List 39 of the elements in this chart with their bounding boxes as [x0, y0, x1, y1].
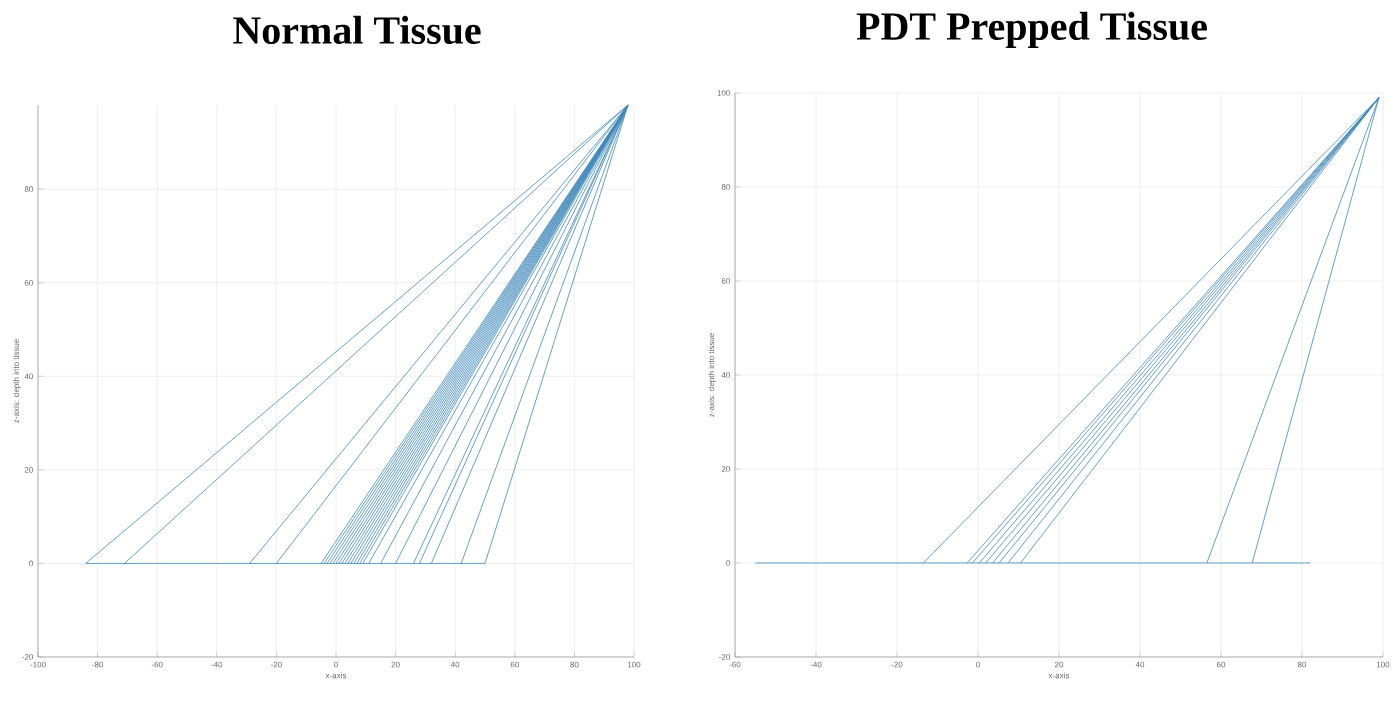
x-tick-label: -20 [891, 661, 903, 668]
y-tick-label: 80 [24, 186, 33, 193]
x-tick-label: 80 [1297, 661, 1307, 668]
x-tick-label: 40 [1135, 661, 1145, 668]
x-tick-label: 100 [627, 661, 641, 668]
x-tick-label: 60 [1216, 661, 1226, 668]
x-tick-label: -40 [211, 661, 223, 668]
x-tick-label: 60 [510, 661, 519, 668]
y-tick-label: 60 [721, 278, 730, 284]
y-tick-label: 0 [726, 560, 730, 566]
x-axis-title: x-axis [1048, 672, 1070, 679]
y-tick-label: 0 [29, 560, 33, 567]
x-tick-label: -60 [729, 661, 741, 668]
x-tick-label: -40 [810, 661, 822, 668]
x-tick-label: -20 [270, 661, 282, 668]
x-tick-label: -60 [151, 661, 163, 668]
y-axis-title: z-axis: depth into tissue [708, 333, 716, 417]
x-tick-label: 20 [391, 661, 400, 668]
y-tick-label: 20 [721, 466, 730, 472]
y-tick-label: -20 [719, 654, 730, 660]
y-tick-label: 20 [24, 467, 33, 473]
y-tick-label: -20 [22, 654, 33, 660]
chart-title: Normal Tissue [233, 15, 481, 45]
y-tick-label: 80 [721, 184, 730, 190]
x-tick-label: 0 [334, 661, 338, 668]
x-tick-label: 100 [1376, 661, 1390, 668]
chart-title: PDT Prepped Tissue [856, 11, 1207, 49]
x-tick-label: 20 [1054, 661, 1064, 668]
y-tick-label: 100 [717, 90, 730, 96]
x-tick-label: 40 [450, 661, 460, 668]
x-tick-label: 0 [976, 661, 980, 668]
y-tick-label: 40 [24, 373, 33, 380]
y-tick-label: 40 [721, 372, 730, 378]
y-axis-title: z-axis: depth into tissue [13, 339, 21, 423]
x-tick-label: 80 [570, 661, 579, 668]
y-tick-label: 60 [24, 279, 33, 286]
x-tick-label: -80 [92, 661, 104, 668]
x-axis-title: x-axis [325, 672, 347, 679]
x-tick-label: -100 [30, 661, 46, 668]
